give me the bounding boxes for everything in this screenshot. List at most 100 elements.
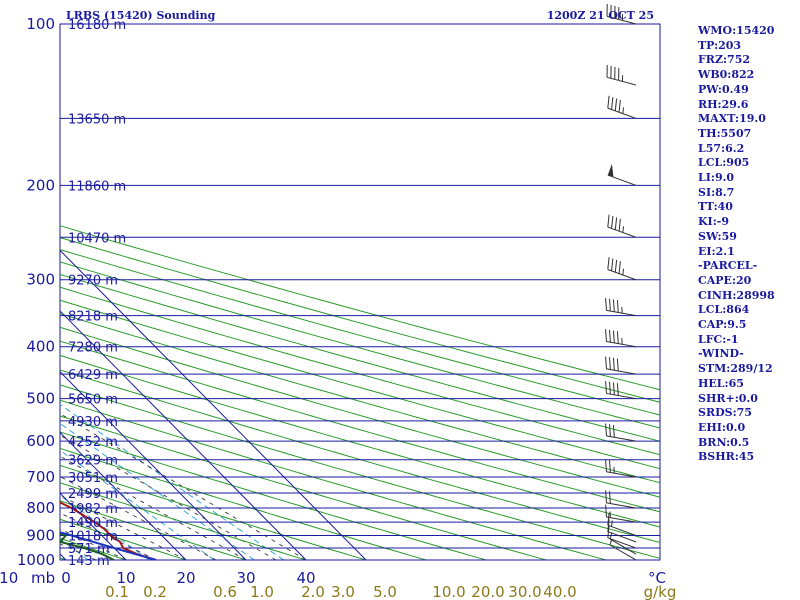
wind-barb bbox=[605, 298, 637, 317]
pressure-unit-label: mb bbox=[31, 569, 55, 587]
wind-barb bbox=[609, 533, 637, 555]
height-label: 11860 m bbox=[68, 179, 126, 194]
temperature-line bbox=[60, 501, 157, 560]
mixing-ratio-tick-label: 40.0 bbox=[543, 583, 576, 600]
stability-index-item: TT:40 bbox=[698, 200, 733, 214]
sounding-series bbox=[60, 501, 157, 560]
temperature-tick-label: -10 bbox=[0, 569, 18, 587]
plot-frame bbox=[59, 23, 661, 561]
chart-title: LRBS (15420) Sounding bbox=[66, 9, 216, 22]
isotherm bbox=[60, 371, 247, 560]
isobars bbox=[60, 23, 660, 561]
stability-index-item: LCL:905 bbox=[698, 156, 750, 170]
height-label: 6429 m bbox=[68, 368, 118, 383]
stability-index-item: EI:2.1 bbox=[698, 244, 735, 258]
stability-index-item: BRN:0.5 bbox=[698, 435, 750, 449]
pressure-tick-label: 400 bbox=[26, 338, 55, 356]
pressure-tick-label: 900 bbox=[26, 526, 55, 544]
stability-index-item: PW:0.49 bbox=[698, 82, 749, 96]
wind-barb bbox=[605, 381, 637, 400]
wind-barb bbox=[607, 512, 637, 536]
stability-index-item: SRDS:75 bbox=[698, 406, 752, 420]
pressure-tick-label: 700 bbox=[26, 468, 55, 486]
height-label: 16180 m bbox=[68, 18, 126, 33]
stability-index-item: LCL:864 bbox=[698, 303, 750, 317]
stability-index-item: L57:6.2 bbox=[698, 141, 745, 155]
pressure-tick-label: 200 bbox=[26, 176, 55, 194]
temperature-tick-label: 10 bbox=[116, 569, 135, 587]
stability-index-item: HEL:65 bbox=[698, 376, 744, 390]
height-label: 4252 m bbox=[68, 435, 118, 450]
stability-index-list: WMO:15420 TP:203 FRZ:752 WB0:822 PW:0.49 RH:2… bbox=[698, 24, 798, 465]
stability-index-item: CAP:9.5 bbox=[698, 318, 747, 332]
height-label: 1018 m bbox=[68, 529, 118, 544]
stability-index-item: KI:-9 bbox=[698, 215, 729, 229]
isotherms bbox=[0, 24, 367, 560]
mixing-ratio-tick-label: 0.2 bbox=[143, 583, 167, 600]
stability-index-item: SI:8.7 bbox=[698, 185, 735, 199]
height-label: 2499 m bbox=[68, 487, 118, 502]
mixing-ratio-tick-label: 1.0 bbox=[250, 583, 274, 600]
stability-index-item: MAXT:19.0 bbox=[698, 112, 766, 126]
height-label: 1490 m bbox=[68, 516, 118, 531]
temperature-tick-label: 40 bbox=[296, 569, 315, 587]
height-label: 7280 m bbox=[68, 341, 118, 356]
mixing-ratio-tick-label: 3.0 bbox=[331, 583, 355, 600]
wind-barb bbox=[606, 64, 637, 86]
stability-index-item: STM:289/12 bbox=[698, 362, 773, 376]
height-label: 4930 m bbox=[68, 415, 118, 430]
parcel-line bbox=[60, 531, 157, 560]
stability-index-item: SW:59 bbox=[698, 229, 737, 243]
isotherm bbox=[60, 310, 307, 560]
mixing-ratio-tick-label: 5.0 bbox=[373, 583, 397, 600]
pressure-tick-label: 1000 bbox=[17, 551, 55, 569]
stability-index-item: EHI:0.0 bbox=[698, 420, 746, 434]
pressure-tick-label: 100 bbox=[26, 15, 55, 33]
stability-index-item: -WIND- bbox=[698, 347, 744, 361]
mixing-ratio-tick-label: 2.0 bbox=[301, 583, 325, 600]
height-label: 3051 m bbox=[68, 471, 118, 486]
temperature-tick-label: 20 bbox=[176, 569, 195, 587]
temperature-unit-label: °C bbox=[648, 569, 666, 587]
moist-adiabat bbox=[60, 494, 187, 560]
pressure-tick-label: 300 bbox=[26, 271, 55, 289]
mixing-ratio-tick-label: 0.1 bbox=[105, 583, 129, 600]
wind-barb bbox=[605, 490, 637, 509]
stability-index-item: WB0:822 bbox=[698, 68, 755, 82]
height-label: 3629 m bbox=[68, 454, 118, 469]
stability-index-item: TH:5507 bbox=[698, 126, 752, 140]
stability-index-item: RH:29.6 bbox=[698, 97, 749, 111]
stability-index-item: TP:203 bbox=[698, 38, 742, 52]
axis-labels: 1002003004005006007008009001000mb-50-40-… bbox=[0, 15, 676, 600]
mixing-ratio-tick-label: 30.0 bbox=[508, 583, 541, 600]
stability-index-item: FRZ:752 bbox=[698, 53, 751, 67]
height-label: 8218 m bbox=[68, 310, 118, 325]
pressure-tick-label: 800 bbox=[26, 499, 55, 517]
height-label: 13650 m bbox=[68, 112, 126, 127]
wind-barb bbox=[607, 257, 637, 281]
pressure-tick-label: 500 bbox=[26, 390, 55, 408]
moist-adiabat bbox=[0, 185, 6, 560]
mixing-ratio-tick-label: 20.0 bbox=[471, 583, 504, 600]
mixing-ratio-tick-label: 10.0 bbox=[432, 583, 465, 600]
wind-barb bbox=[605, 459, 637, 478]
sounding-time: 1200Z 21 OCT 25 bbox=[547, 9, 654, 22]
temperature-tick-label: 30 bbox=[236, 569, 255, 587]
wind-barb bbox=[605, 423, 637, 442]
height-label: 1982 m bbox=[68, 502, 118, 517]
wind-barb bbox=[607, 95, 637, 119]
mixing-ratio-unit-label: g/kg bbox=[644, 583, 677, 600]
wind-barb bbox=[605, 356, 637, 375]
moist-adiabat bbox=[60, 413, 307, 560]
stability-index-item: CAPE:20 bbox=[698, 273, 752, 287]
stability-index-item: LFC:-1 bbox=[698, 332, 739, 346]
wind-barb bbox=[605, 504, 637, 523]
stability-index-item: CINH:28998 bbox=[698, 288, 775, 302]
wind-barbs bbox=[605, 3, 637, 561]
isotherm bbox=[0, 24, 6, 560]
pressure-tick-label: 600 bbox=[26, 432, 55, 450]
mixing-ratio-line bbox=[0, 24, 15, 560]
height-label: 10470 m bbox=[68, 231, 126, 246]
